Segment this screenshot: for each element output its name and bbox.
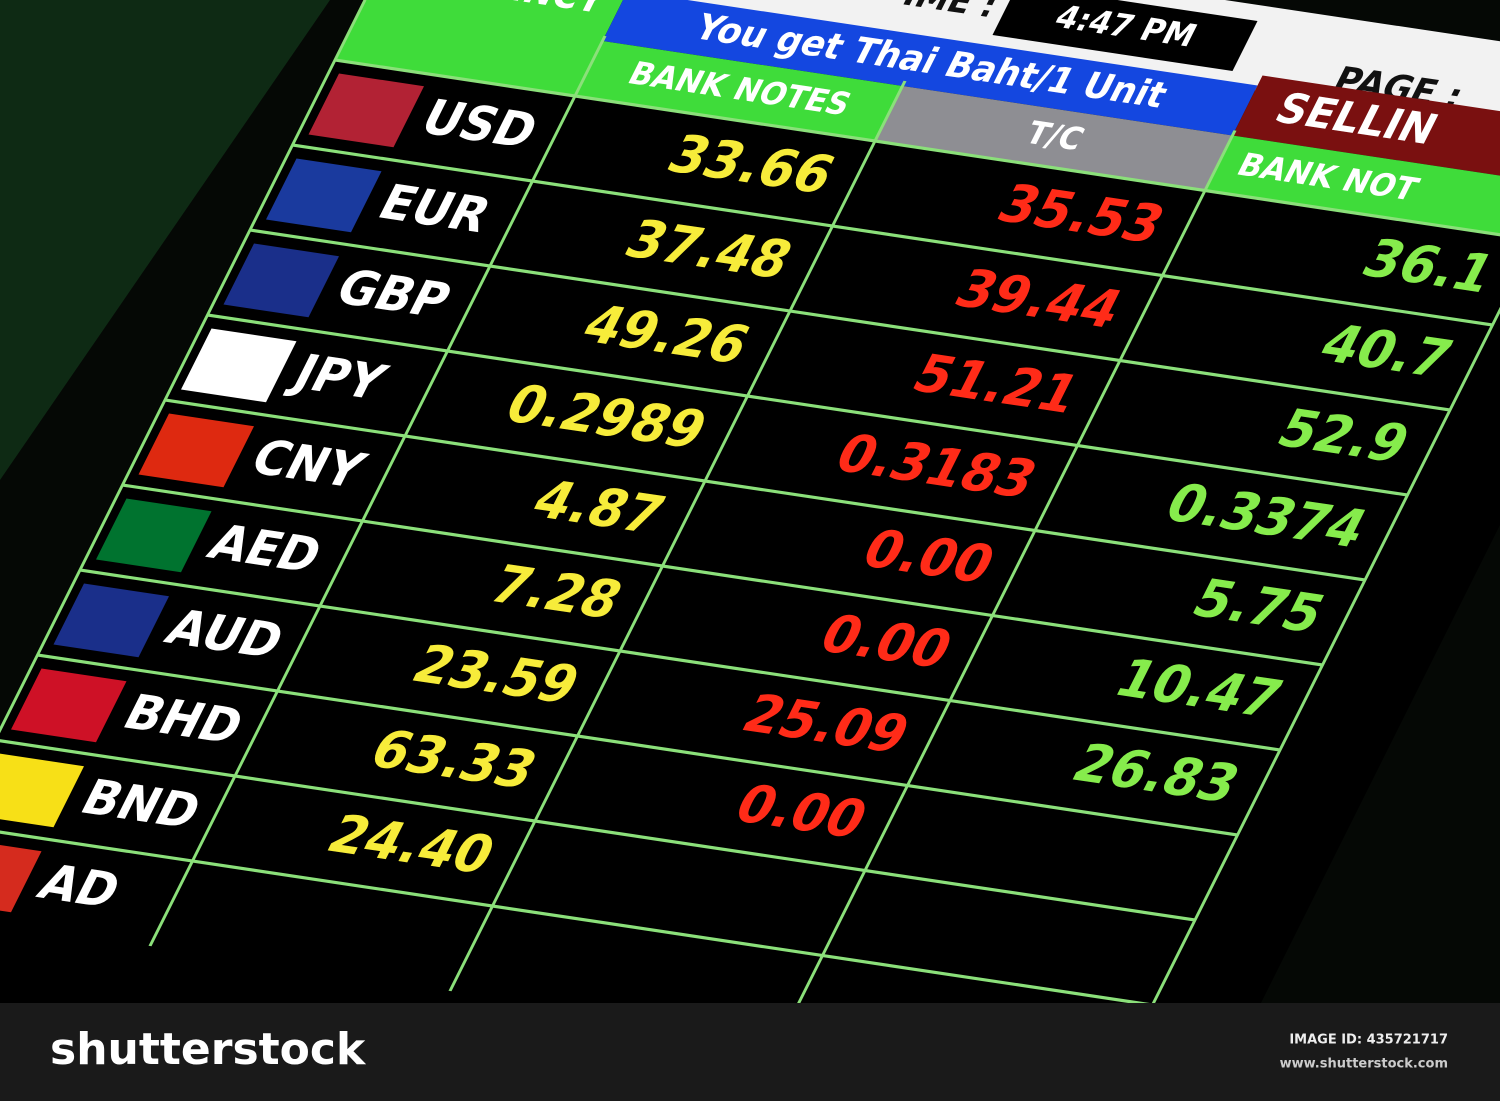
time-box	[992, 0, 1258, 72]
bezel	[0, 0, 330, 480]
row-line	[36, 653, 1239, 837]
row-line	[334, 58, 1500, 242]
row-line	[291, 143, 1494, 327]
row-line	[249, 228, 1451, 412]
footer-logo: shutterstock	[50, 1024, 367, 1075]
row-line	[206, 313, 1409, 497]
flag	[223, 243, 339, 318]
column-line	[448, 80, 907, 992]
flag	[181, 328, 297, 403]
flag	[308, 73, 424, 148]
row-line	[121, 483, 1324, 667]
flag	[53, 583, 169, 658]
flag	[11, 668, 127, 743]
column-line	[1108, 179, 1500, 1091]
flag	[96, 498, 212, 573]
selling-header	[1232, 75, 1500, 186]
buying-header	[602, 0, 1258, 136]
flag	[266, 158, 382, 233]
row-line	[164, 398, 1366, 582]
bank-notes-header	[575, 41, 903, 142]
site: www.shutterstock.com	[1280, 1057, 1448, 1072]
image-id: IMAGE ID: 435721717	[1289, 1033, 1448, 1048]
footer	[0, 1003, 1500, 1101]
column-line	[0, 0, 367, 911]
row-line	[0, 738, 1196, 922]
column-line	[148, 35, 607, 947]
currency-header	[335, 0, 640, 97]
flag	[0, 838, 42, 913]
selling-bank-notes-header	[1205, 135, 1500, 241]
flag	[0, 753, 84, 828]
tc-header	[875, 86, 1233, 191]
column-line	[778, 130, 1237, 1041]
flag	[138, 413, 254, 488]
row-line	[79, 568, 1281, 752]
row-line	[0, 823, 1154, 1007]
